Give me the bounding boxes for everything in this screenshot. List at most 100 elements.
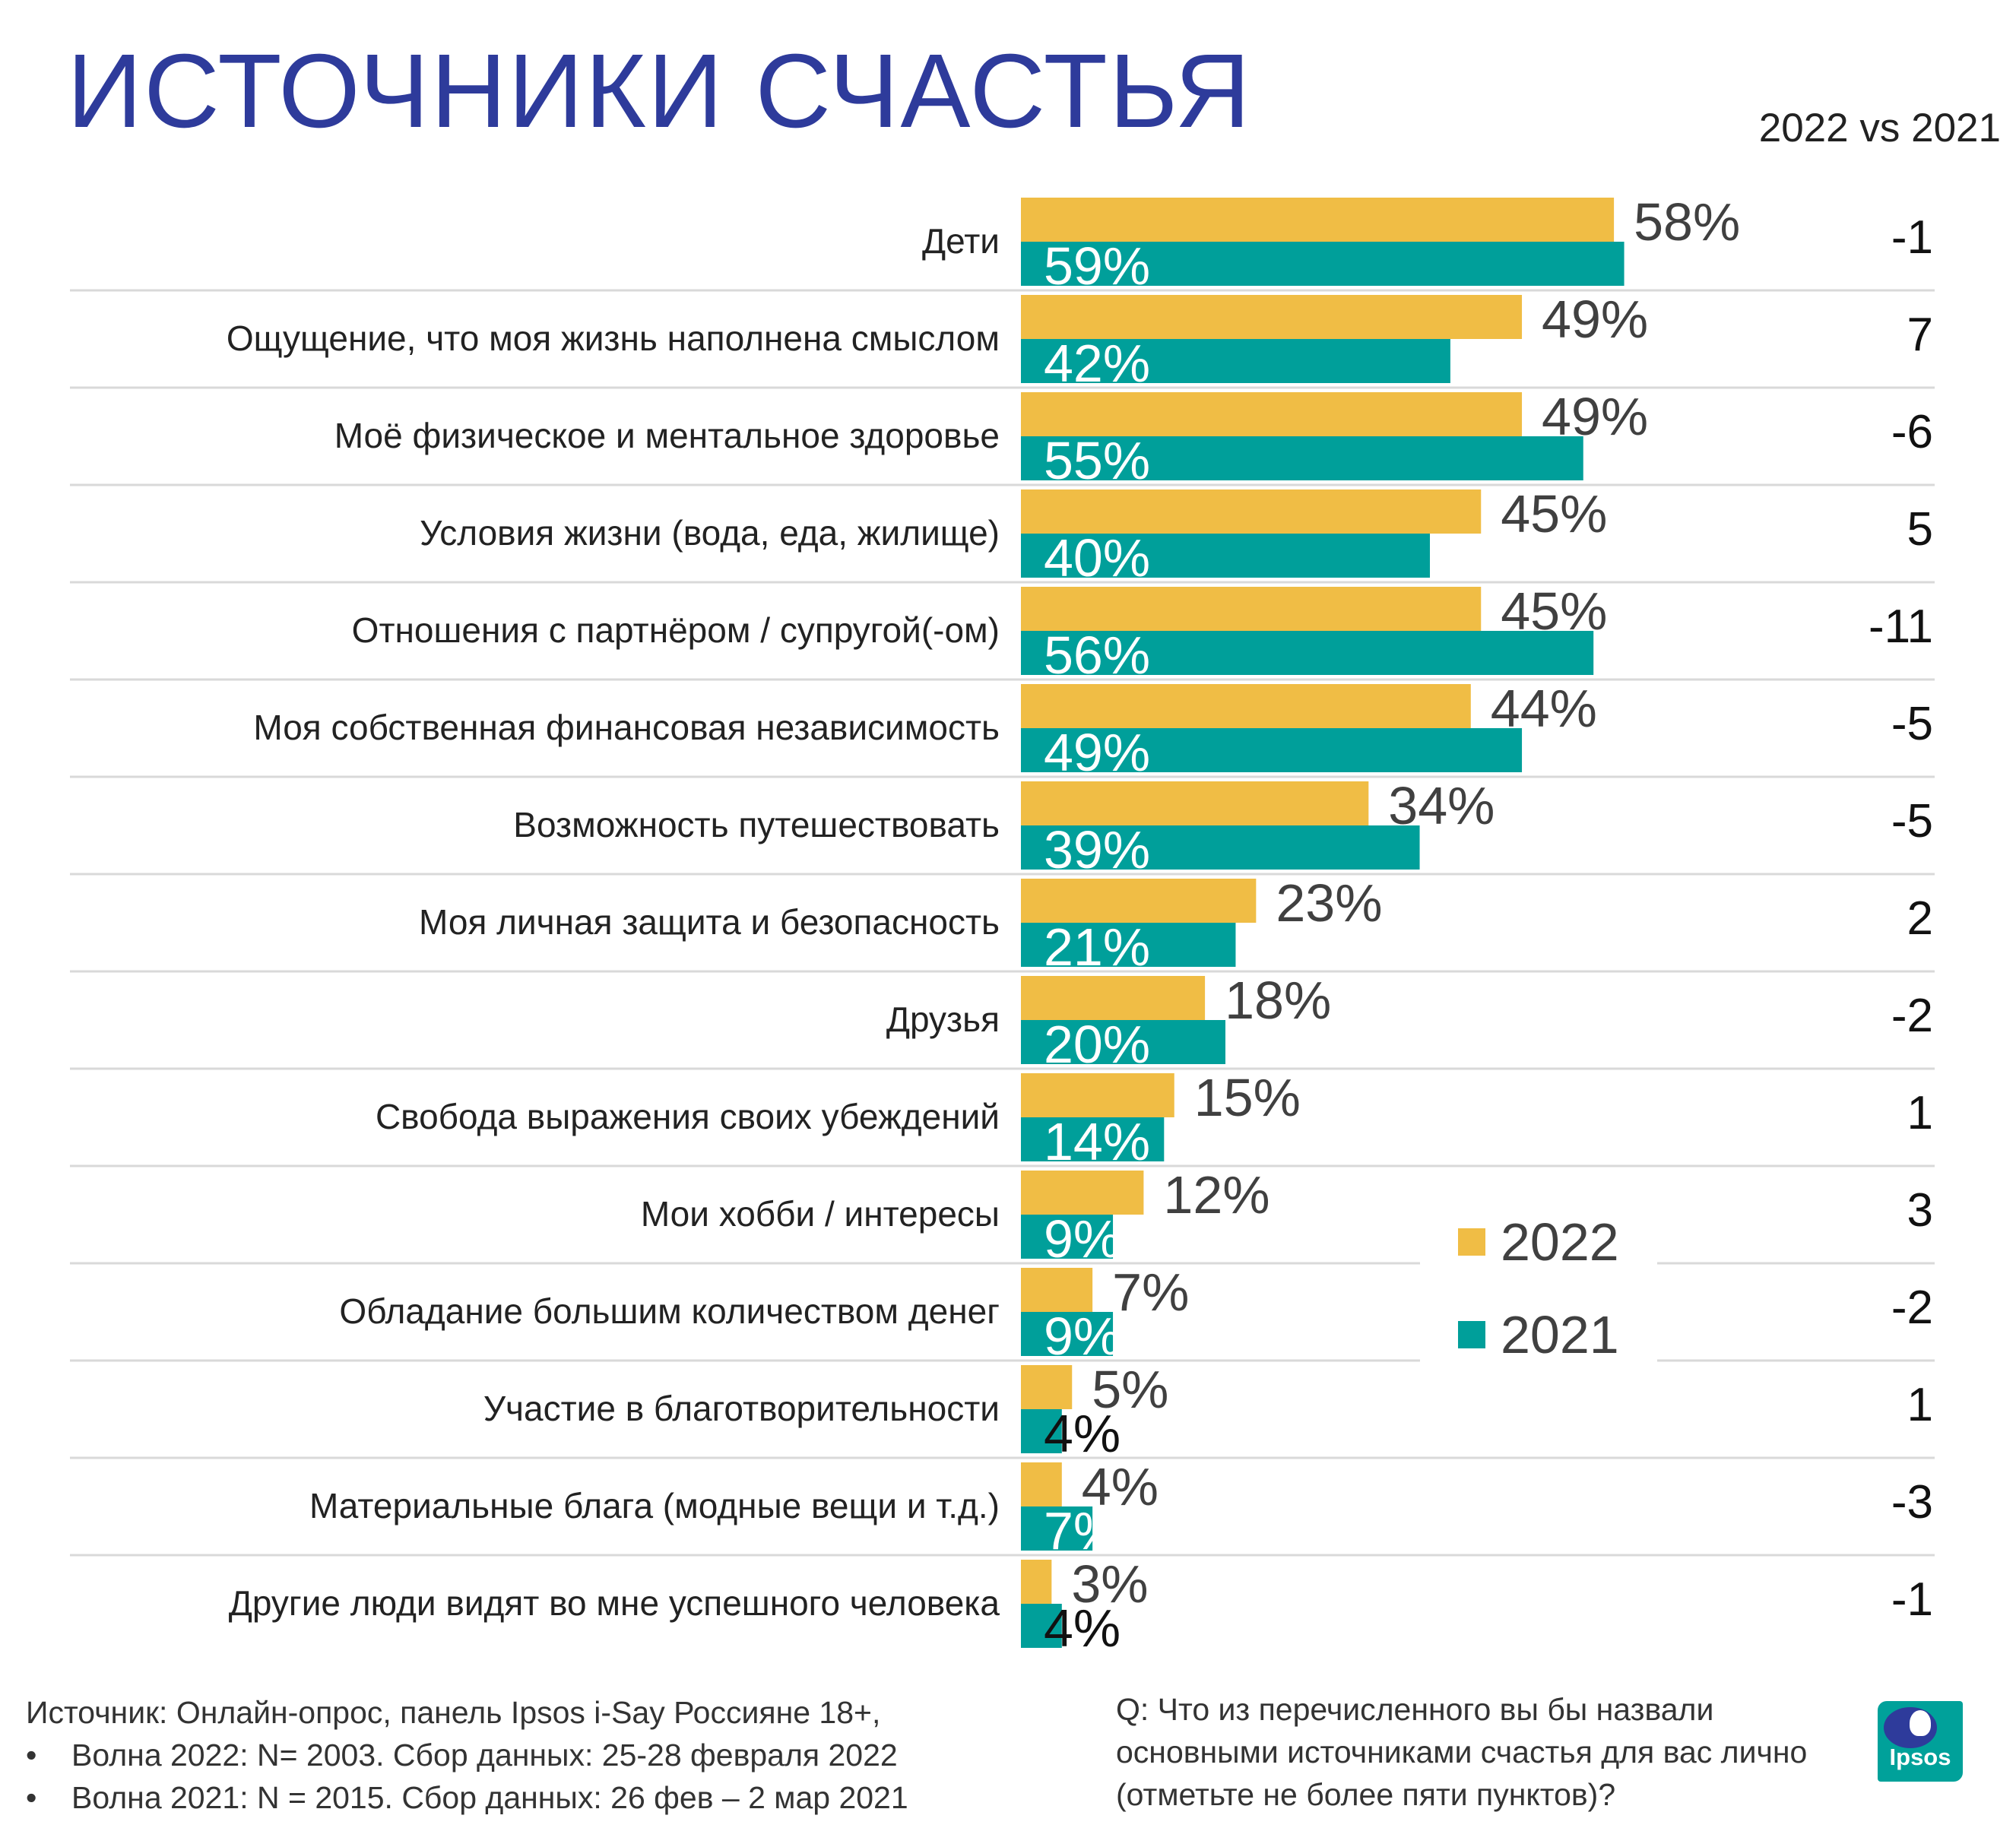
- difference-value: 1: [1907, 1379, 1933, 1431]
- legend-label-2022: 2022: [1501, 1212, 1619, 1272]
- category-label: Обладание большим количеством денег: [339, 1291, 1000, 1331]
- difference-value: -2: [1891, 1282, 1933, 1334]
- difference-value: -1: [1891, 211, 1933, 264]
- bar-2022: [1021, 1073, 1174, 1117]
- category-label: Моя личная защита и безопасность: [419, 902, 1000, 942]
- bar-2022: [1021, 1268, 1093, 1312]
- value-label-2021: 39%: [1044, 820, 1150, 879]
- logo-head-shape: [1910, 1710, 1931, 1736]
- difference-value: -5: [1891, 698, 1933, 750]
- category-label: Возможность путешествовать: [513, 805, 1000, 844]
- category-label: Ощущение, что моя жизнь наполнена смысло…: [227, 318, 1000, 358]
- difference-value: 5: [1907, 503, 1933, 556]
- value-label-2021: 7%: [1044, 1501, 1121, 1560]
- value-label-2022: 7%: [1112, 1262, 1189, 1322]
- category-label: Друзья: [886, 1000, 1000, 1039]
- value-label-2021: 9%: [1044, 1307, 1121, 1366]
- bar-2021: [1021, 242, 1625, 286]
- value-label-2021: 59%: [1044, 236, 1150, 296]
- bar-2022: [1021, 1560, 1052, 1604]
- value-label-2022: 15%: [1194, 1068, 1301, 1127]
- category-label: Материальные блага (модные вещи и т.д.): [309, 1486, 1000, 1525]
- difference-value: -6: [1891, 406, 1933, 458]
- bar-2022: [1021, 976, 1206, 1020]
- value-label-2022: 58%: [1634, 192, 1740, 252]
- difference-value: 2: [1907, 892, 1933, 945]
- bar-2022: [1021, 295, 1523, 339]
- value-label-2021: 4%: [1044, 1404, 1121, 1463]
- difference-value: 7: [1907, 309, 1933, 361]
- value-label-2021: 40%: [1044, 528, 1150, 588]
- bar-2022: [1021, 1365, 1073, 1409]
- difference-value: 3: [1907, 1184, 1933, 1237]
- source-item: Волна 2021: N = 2015. Сбор данных: 26 фе…: [26, 1776, 1075, 1819]
- category-label: Дети: [922, 221, 1000, 261]
- bar-2021: [1021, 825, 1420, 870]
- bar-2022: [1021, 198, 1615, 242]
- category-label: Участие в благотворительности: [483, 1389, 1000, 1428]
- value-label-2021: 14%: [1044, 1112, 1150, 1171]
- ipsos-logo: Ipsos: [1878, 1701, 1963, 1782]
- difference-value: -1: [1891, 1573, 1933, 1626]
- value-label-2022: 45%: [1501, 484, 1607, 543]
- bar-2021: [1021, 1215, 1114, 1259]
- source-list: Волна 2022: N= 2003. Сбор данных: 25-28 …: [26, 1734, 1075, 1819]
- bar-2021: [1021, 631, 1594, 675]
- value-label-2021: 56%: [1044, 626, 1150, 685]
- value-label-2022: 18%: [1225, 971, 1331, 1030]
- bar-2021: [1021, 1312, 1114, 1356]
- value-label-2022: 3%: [1071, 1554, 1148, 1614]
- value-label-2022: 5%: [1092, 1360, 1168, 1419]
- category-label: Свобода выражения своих убеждений: [376, 1097, 1000, 1136]
- value-label-2021: 55%: [1044, 431, 1150, 490]
- difference-value: -3: [1891, 1476, 1933, 1529]
- value-label-2022: 23%: [1276, 873, 1382, 933]
- difference-column-header: 2022 vs 2021: [1758, 106, 2001, 150]
- bar-2021: [1021, 923, 1236, 967]
- bar-2021: [1021, 339, 1450, 383]
- category-label: Другие люди видят во мне успешного челов…: [229, 1583, 1000, 1623]
- bar-2022: [1021, 879, 1257, 923]
- legend-background: [1420, 1193, 1657, 1382]
- value-label-2021: 42%: [1044, 334, 1150, 393]
- value-label-2021: 49%: [1044, 723, 1150, 782]
- value-label-2022: 12%: [1163, 1165, 1270, 1224]
- value-label-2022: 4%: [1082, 1457, 1159, 1516]
- bar-2022: [1021, 587, 1482, 631]
- bar-2021: [1021, 1604, 1062, 1648]
- source-note: Источник: Онлайн-опрос, панель Ipsos i-S…: [26, 1691, 1075, 1819]
- source-item: Волна 2022: N= 2003. Сбор данных: 25-28 …: [26, 1734, 1075, 1776]
- bar-2021: [1021, 534, 1430, 578]
- difference-value: -2: [1891, 990, 1933, 1042]
- logo-text: Ipsos: [1889, 1744, 1951, 1770]
- difference-value: -5: [1891, 795, 1933, 847]
- bar-2021: [1021, 728, 1523, 772]
- legend-label-2021: 2021: [1501, 1305, 1619, 1364]
- value-label-2021: 9%: [1044, 1209, 1121, 1269]
- bar-2022: [1021, 392, 1523, 436]
- bar-2021: [1021, 1409, 1062, 1453]
- category-label: Мои хобби / интересы: [641, 1194, 1000, 1234]
- category-label: Моя собственная финансовая независимость: [253, 708, 1000, 747]
- difference-value: 1: [1907, 1087, 1933, 1139]
- bar-2022: [1021, 684, 1471, 728]
- value-label-2021: 20%: [1044, 1015, 1150, 1074]
- legend-swatch-2021: [1458, 1321, 1485, 1348]
- bar-2022: [1021, 489, 1482, 534]
- page-title: ИСТОЧНИКИ СЧАСТЬЯ: [67, 33, 1252, 150]
- bar-2022: [1021, 1171, 1144, 1215]
- difference-value: -11: [1869, 600, 1933, 653]
- category-label: Отношения с партнёром / супругой(-ом): [352, 610, 1000, 650]
- category-label: Условия жизни (вода, еда, жилище): [420, 513, 1000, 553]
- value-label-2022: 49%: [1542, 290, 1648, 349]
- bar-2021: [1021, 436, 1583, 480]
- category-label: Моё физическое и ментальное здоровье: [334, 416, 1000, 455]
- legend-swatch-2022: [1458, 1228, 1485, 1256]
- value-label-2021: 21%: [1044, 917, 1150, 977]
- bar-2022: [1021, 781, 1369, 825]
- survey-question: Q: Что из перечисленного вы бы назвали о…: [1116, 1692, 1808, 1812]
- bar-2022: [1021, 1462, 1062, 1506]
- source-intro: Источник: Онлайн-опрос, панель Ipsos i-S…: [26, 1695, 881, 1730]
- bar-2021: [1021, 1020, 1225, 1064]
